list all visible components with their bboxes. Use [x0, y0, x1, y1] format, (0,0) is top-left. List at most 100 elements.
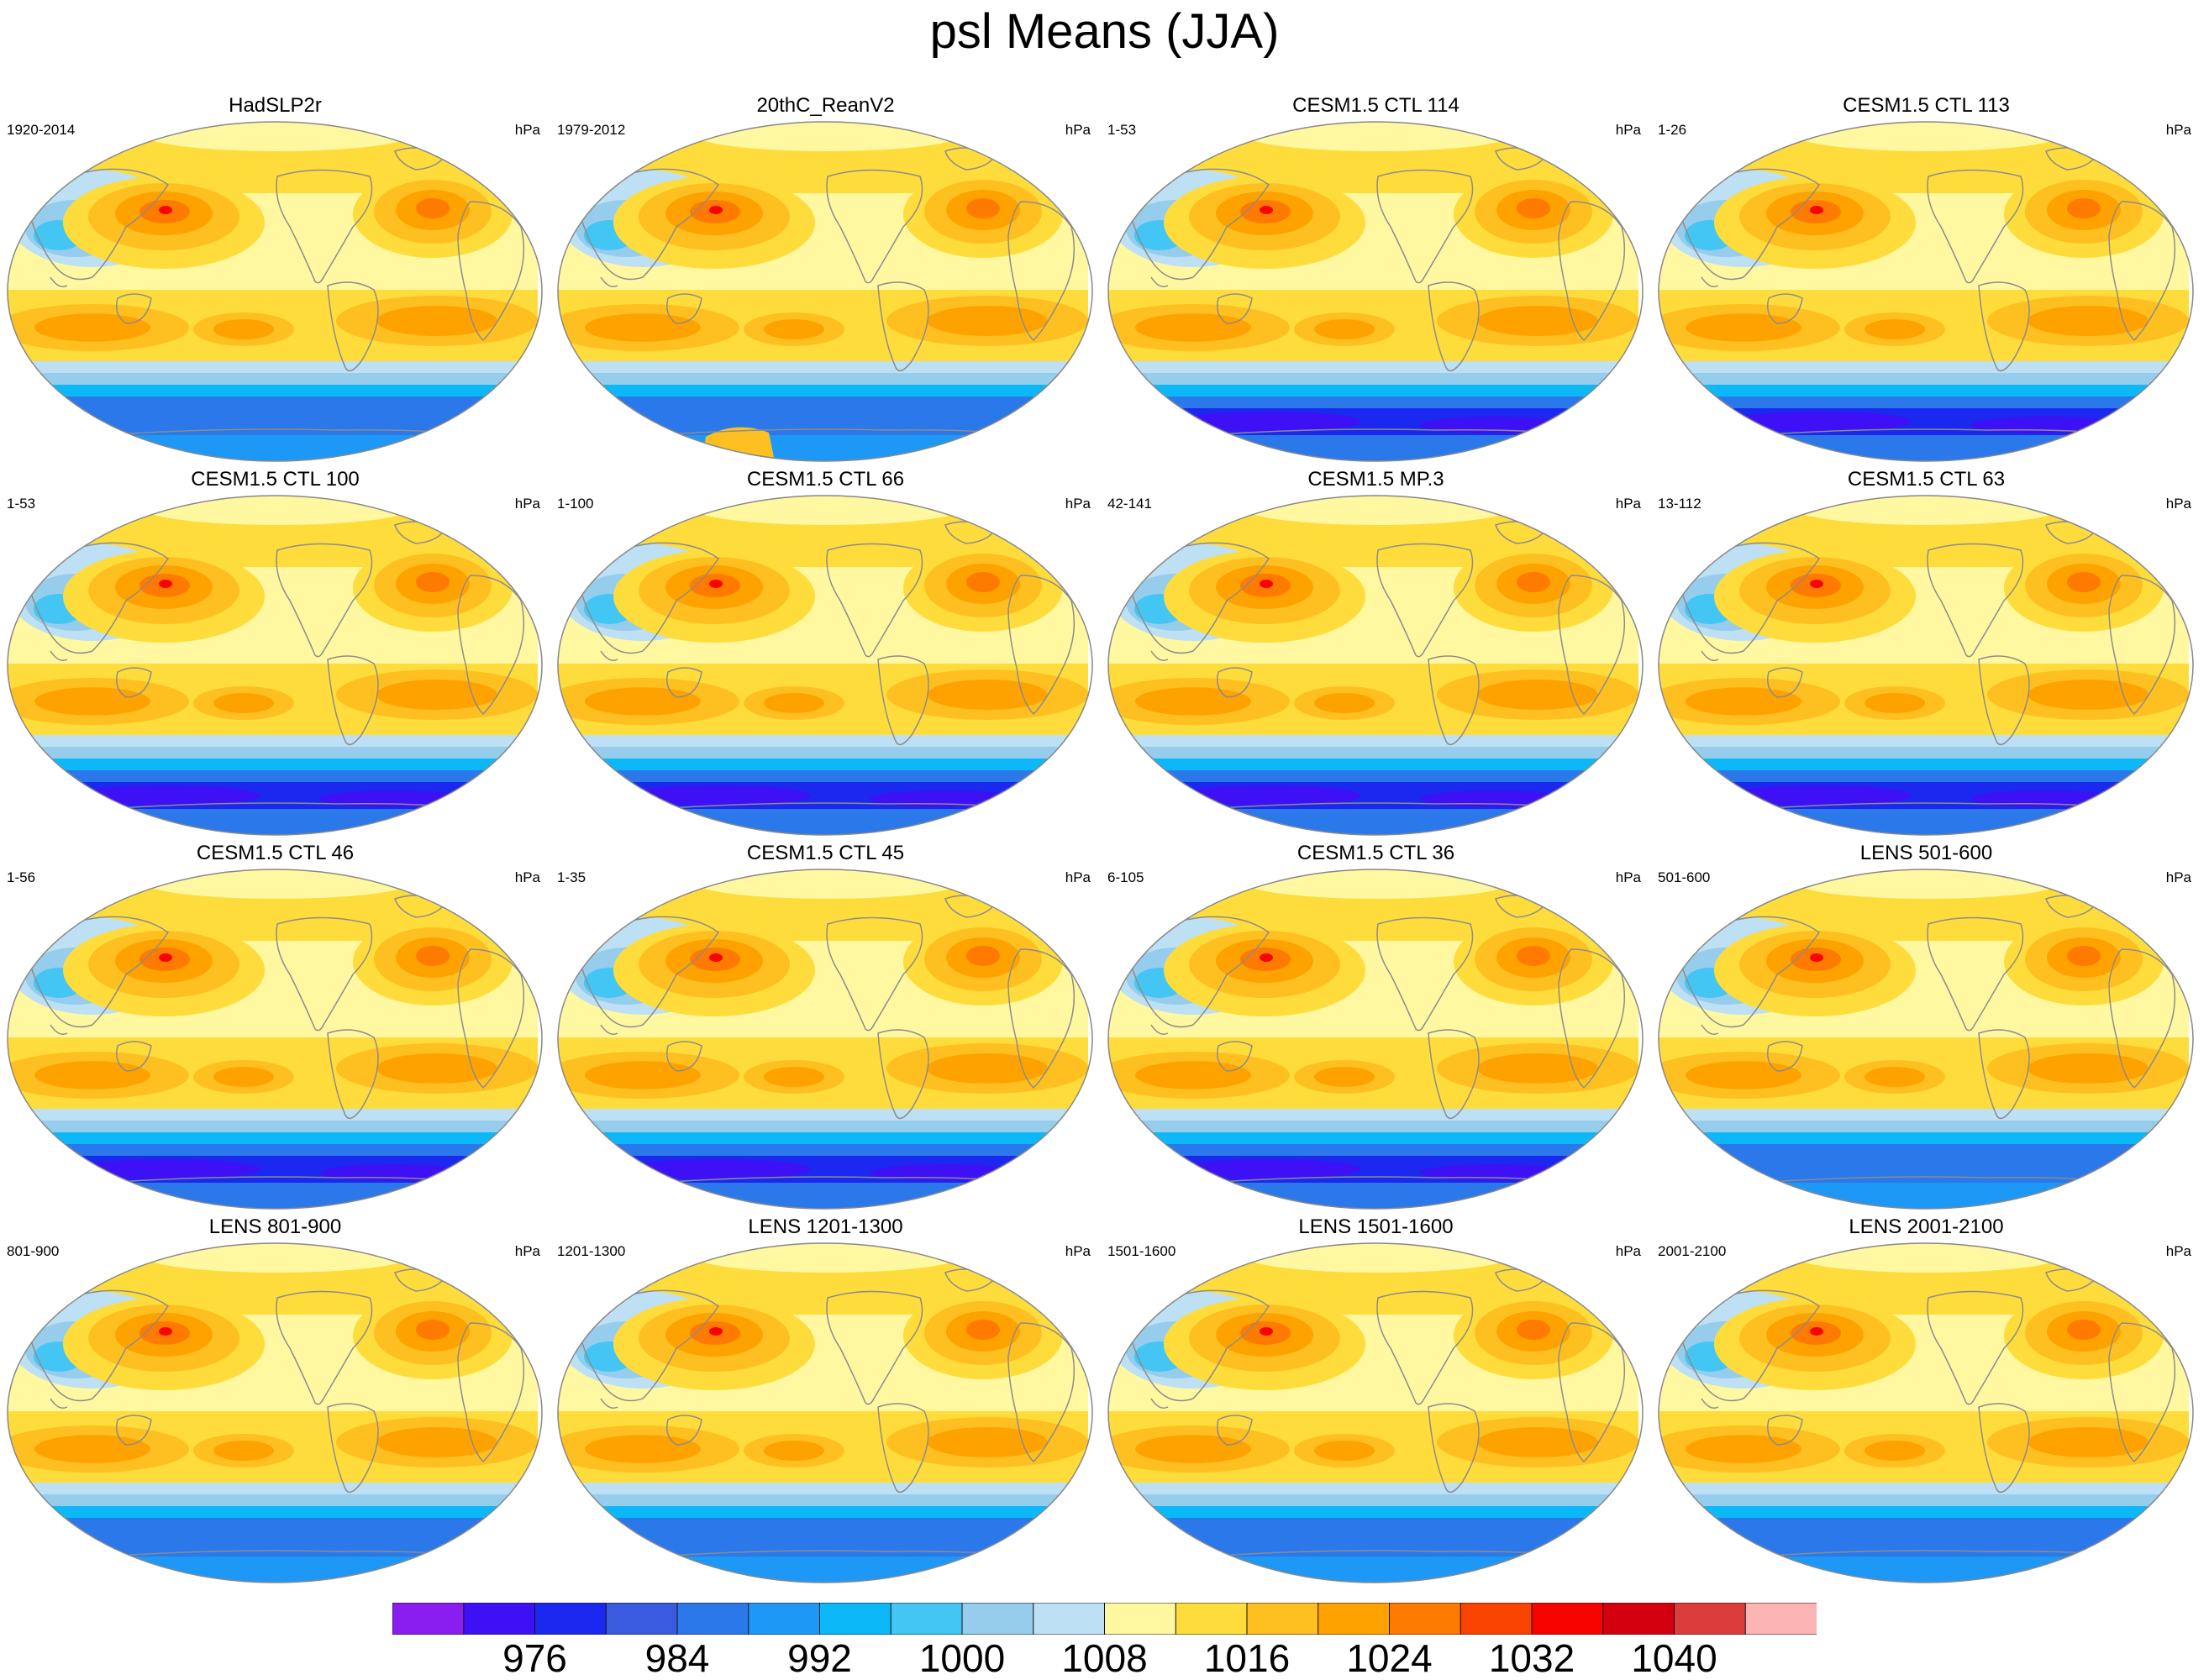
pressure-field: [1108, 122, 1638, 461]
southern-low-band: [1659, 408, 2189, 435]
panel-years: 1-26: [1658, 122, 1687, 138]
panel-unit: hPa: [2165, 496, 2191, 512]
panel-title: CESM1.5 CTL 113: [1843, 94, 2010, 117]
arctic-ridge: [1244, 496, 1512, 525]
map-border: [1658, 121, 2194, 462]
continent-outlines: [575, 895, 1076, 1187]
colorbar-segment: [1318, 1603, 1391, 1635]
southern-low-core: [1176, 785, 1361, 806]
panel-unit: hPa: [514, 496, 540, 512]
southern-low-band: [1659, 782, 2189, 809]
southern-low-band: [558, 782, 1088, 809]
colorbar-segment: [1460, 1603, 1533, 1635]
arctic-ridge: [143, 496, 412, 525]
southern-low-core: [1176, 1159, 1361, 1179]
map-border: [1107, 869, 1644, 1210]
panel-title: CESM1.5 CTL 66: [746, 468, 905, 491]
panel-years: 801-900: [7, 1243, 60, 1259]
map-panel: CESM1.5 CTL 66 1-100 hPa: [550, 468, 1101, 842]
panel-years: 6-105: [1107, 869, 1144, 885]
pressure-field: [558, 496, 1088, 835]
map-plot: [1658, 121, 2194, 462]
panel-title: HadSLP2r: [229, 94, 322, 117]
panel-years: 1501-1600: [1107, 1243, 1176, 1259]
arctic-ridge: [693, 1243, 962, 1273]
map-panel: LENS 1201-1300 1201-1300 hPa: [550, 1215, 1101, 1589]
panel-unit: hPa: [514, 122, 540, 138]
arctic-ridge: [1244, 122, 1512, 151]
panel-title: CESM1.5 CTL 100: [191, 468, 360, 491]
southern-low-band: [8, 1156, 538, 1183]
panel-unit: hPa: [1615, 496, 1641, 512]
panel-unit: hPa: [2165, 869, 2191, 885]
panel-unit: hPa: [1615, 122, 1641, 138]
southern-low-band: [1659, 1156, 2189, 1183]
colorbar-segment: [534, 1603, 607, 1635]
colorbar-tick-label: 1040: [1631, 1636, 1717, 1680]
panel-title: CESM1.5 CTL 63: [1847, 468, 2006, 491]
arctic-ridge: [693, 496, 962, 525]
colorbar-tick-label: 1008: [1061, 1636, 1148, 1680]
colorbar-segment: [890, 1603, 963, 1635]
southern-low-band: [1108, 782, 1638, 809]
panel-years: 2001-2100: [1658, 1243, 1727, 1259]
panel-unit: hPa: [2165, 122, 2191, 138]
colorbar-tick-label: 1024: [1346, 1636, 1433, 1680]
map-plot: [7, 869, 543, 1210]
southern-low-band: [558, 1156, 1088, 1183]
southern-low-core: [76, 785, 260, 806]
arctic-ridge: [143, 122, 412, 151]
arctic-ridge: [143, 869, 412, 899]
map-panel: CESM1.5 CTL 45 1-35 hPa: [550, 842, 1101, 1215]
pressure-field: [1108, 496, 1638, 835]
panel-title: CESM1.5 CTL 36: [1296, 842, 1455, 864]
pressure-field: [1108, 869, 1638, 1209]
panel-unit: hPa: [1065, 1243, 1091, 1259]
map-panel: CESM1.5 CTL 113 1-26 hPa: [1651, 94, 2201, 468]
colorbar-segment: [1389, 1603, 1462, 1635]
southern-low-band: [558, 408, 1088, 435]
panel-years: 1979-2012: [557, 122, 626, 138]
map-panel: CESM1.5 CTL 46 1-56 hPa: [0, 842, 550, 1215]
arctic-ridge: [693, 122, 962, 151]
continent-outlines: [1125, 147, 1626, 439]
map-panel: LENS 2001-2100 2001-2100 hPa: [1651, 1215, 2201, 1589]
colorbar-segment: [1674, 1603, 1747, 1635]
panel-title: CESM1.5 CTL 114: [1292, 94, 1460, 117]
colorbar-segment: [1104, 1603, 1177, 1635]
map-panel: CESM1.5 MP.3 42-141 hPa: [1101, 468, 1651, 842]
panel-years: 42-141: [1107, 496, 1152, 512]
map-panel: 20thC_ReanV2 1979-2012 hPa: [550, 94, 1101, 468]
pressure-field: [1108, 1243, 1638, 1583]
arctic-ridge: [1794, 496, 2063, 525]
panel-years: 13-112: [1658, 496, 1701, 512]
map-plot: [1107, 1242, 1644, 1583]
continent-outlines: [1675, 521, 2176, 813]
panel-title: LENS 1501-1600: [1298, 1215, 1454, 1238]
continent-outlines: [24, 147, 525, 439]
map-panel: LENS 801-900 801-900 hPa: [0, 1215, 550, 1589]
map-border: [557, 1242, 1093, 1583]
arctic-ridge: [143, 1243, 412, 1273]
panel-title: LENS 1201-1300: [748, 1215, 903, 1238]
panel-unit: hPa: [1065, 496, 1091, 512]
southern-low-core: [1727, 785, 1912, 806]
map-plot: [7, 1242, 543, 1583]
map-border: [1107, 121, 1644, 462]
colorbar-segment: [1175, 1603, 1248, 1635]
panel-unit: hPa: [514, 1243, 540, 1259]
pressure-field: [558, 122, 1088, 461]
pressure-field: [1659, 496, 2189, 835]
colorbar-segment: [1602, 1603, 1675, 1635]
colorbar-segment: [961, 1603, 1034, 1635]
arctic-ridge: [1244, 1243, 1512, 1273]
colorbar-segment: [676, 1603, 749, 1635]
colorbar-segment: [605, 1603, 678, 1635]
panel-title: CESM1.5 CTL 46: [196, 842, 355, 864]
map-border: [7, 1242, 543, 1583]
map-plot: [1658, 495, 2194, 836]
pressure-field: [1659, 122, 2189, 461]
map-border: [1107, 495, 1644, 836]
panel-years: 1920-2014: [7, 122, 76, 138]
map-border: [7, 869, 543, 1210]
